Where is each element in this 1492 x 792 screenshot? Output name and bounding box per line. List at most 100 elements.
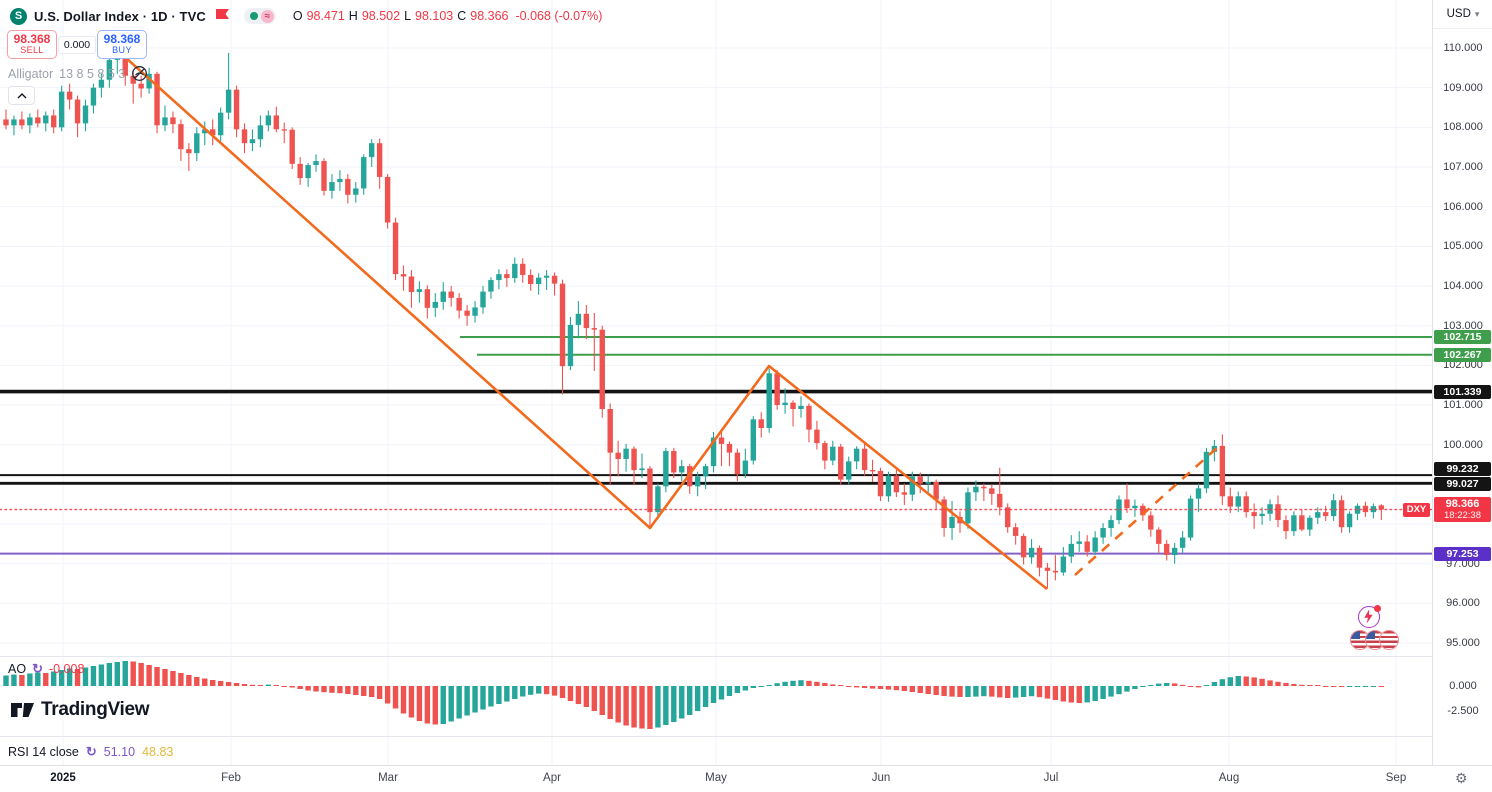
news-lightning-icon[interactable] <box>1358 605 1381 628</box>
ao-bar <box>1378 686 1385 687</box>
ao-bar <box>146 665 152 686</box>
ao-bar <box>917 686 923 693</box>
candle-body <box>639 468 645 471</box>
candle-body <box>90 87 97 106</box>
candle-body <box>925 481 931 484</box>
ao-refresh-icon[interactable]: ↻ <box>32 661 43 676</box>
candle-body <box>543 275 550 278</box>
tradingview-logo[interactable]: TradingView <box>10 699 150 721</box>
candle-body <box>162 117 168 126</box>
candle-body <box>440 291 446 302</box>
candle-body <box>623 448 629 459</box>
candle-body <box>718 437 725 444</box>
ao-bar <box>376 686 383 699</box>
eye-hidden-icon[interactable] <box>131 65 148 82</box>
collapse-legend-button[interactable] <box>8 86 35 105</box>
ao-bar <box>432 686 438 725</box>
pane-separator-rsi[interactable] <box>0 736 1492 737</box>
flag-icon[interactable] <box>215 9 229 23</box>
symbol-header: S U.S. Dollar Index · 1D · TVC ≈ O 98.471… <box>10 7 602 25</box>
ao-bar <box>925 686 931 694</box>
rsi-refresh-icon[interactable]: ↻ <box>85 744 97 759</box>
ao-bar <box>822 683 828 686</box>
chart-canvas[interactable] <box>0 0 1432 765</box>
candle-body <box>289 129 295 164</box>
ao-bar <box>1283 683 1289 686</box>
pane-separator-ao[interactable] <box>0 656 1492 657</box>
alligator-legend: Alligator 13 8 5 8 5 3 <box>8 65 148 82</box>
buy-button[interactable]: 98.368 BUY <box>97 30 147 59</box>
ao-bar <box>480 686 486 710</box>
candle-body <box>742 460 749 475</box>
currency-selector[interactable]: USD ▾ <box>1433 0 1492 29</box>
ao-bar <box>623 686 629 726</box>
ao-bar <box>1052 686 1059 700</box>
ao-bar <box>1116 686 1122 695</box>
ao-bar <box>1211 682 1218 686</box>
candle-body <box>671 451 677 473</box>
candle-body <box>647 468 653 513</box>
time-axis-label: Aug <box>1218 772 1240 784</box>
symbol-title[interactable]: U.S. Dollar Index · 1D · TVC <box>34 8 206 24</box>
time-axis-label: Sep <box>1385 772 1407 784</box>
ao-bar <box>591 686 597 711</box>
price-axis[interactable]: USD ▾ 110.000 109.000 108.000 107.000 106.00… <box>1432 0 1492 765</box>
candle-body <box>885 475 892 497</box>
ao-bar <box>162 669 168 686</box>
ao-bar <box>901 686 908 691</box>
ao-bar <box>1291 684 1297 686</box>
symbol-logo[interactable]: S <box>10 7 27 25</box>
time-axis[interactable]: 2025 Feb Mar Apr May Jun Jul Aug Sep ⚙ <box>0 765 1492 792</box>
market-status-toggle[interactable]: ≈ <box>243 8 276 24</box>
sell-button[interactable]: 98.368 SELL <box>7 30 57 59</box>
ao-bar <box>583 686 590 707</box>
candle-body <box>734 452 741 475</box>
candle-body <box>599 329 605 409</box>
ao-bar <box>106 663 113 686</box>
candle-body <box>384 176 391 223</box>
ao-bar <box>58 670 65 686</box>
ao-bar <box>861 686 868 688</box>
ao-bar <box>1227 677 1233 686</box>
candle-body <box>1227 496 1233 507</box>
ao-bar <box>1338 686 1345 687</box>
sell-label: SELL <box>20 45 44 56</box>
candle-body <box>1084 541 1090 552</box>
trendline-zigzag[interactable] <box>125 57 1048 591</box>
ao-bar <box>1068 686 1074 703</box>
candle-body <box>313 161 319 166</box>
candle-body <box>750 419 756 461</box>
ao-bar <box>535 686 542 694</box>
price-tick: 104.000 <box>1443 280 1483 293</box>
candle-body <box>1179 537 1186 548</box>
tradingview-logo-text: TradingView <box>41 699 150 720</box>
gear-icon[interactable]: ⚙ <box>1455 770 1468 786</box>
ao-bar <box>663 686 669 725</box>
candle-body <box>98 79 105 88</box>
ao-bar <box>43 673 49 686</box>
ohlc-c-value: 98.366 <box>470 9 509 23</box>
candle-body <box>1370 506 1377 513</box>
ao-bar <box>114 662 120 686</box>
ao-legend: AO ↻ -0.008 <box>8 661 84 677</box>
level-price-label: 99.232 <box>1434 462 1491 477</box>
candle-body <box>217 112 224 136</box>
ao-bar <box>758 686 764 687</box>
ao-bar <box>504 686 510 702</box>
candle-body <box>504 274 510 279</box>
candle-body <box>726 443 733 453</box>
ao-bar <box>313 686 319 692</box>
level-price-label: 102.715 <box>1434 329 1491 344</box>
candle-body <box>893 475 900 493</box>
candle-body <box>353 188 359 195</box>
buy-label: BUY <box>112 45 132 56</box>
candle-body <box>607 408 613 453</box>
candle-body <box>225 89 232 113</box>
trendline-dashed[interactable] <box>1074 446 1219 576</box>
ao-bar <box>941 686 947 696</box>
alligator-params: 13 8 5 8 5 3 <box>59 66 126 81</box>
candle-body <box>997 493 1003 508</box>
flag-event-icon[interactable] <box>1379 630 1399 650</box>
ao-bar <box>194 677 200 686</box>
candle-body <box>202 129 208 134</box>
